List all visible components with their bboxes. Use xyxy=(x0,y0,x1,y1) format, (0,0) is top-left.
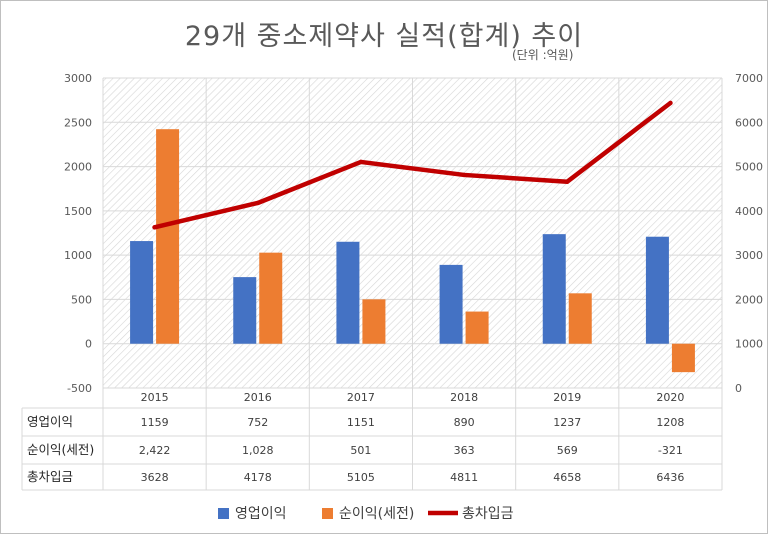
bar-net-income xyxy=(259,252,283,344)
y-right-tick: 5000 xyxy=(735,161,763,174)
x-tick-label: 2019 xyxy=(553,391,581,404)
bar-net-income xyxy=(156,129,180,344)
line-point xyxy=(668,100,673,106)
y-right-tick: 2000 xyxy=(735,293,763,306)
table-cell: 4658 xyxy=(553,471,581,484)
legend-label: 영업이익 xyxy=(235,506,287,522)
table-cell: 1151 xyxy=(347,416,375,429)
table-cell: -321 xyxy=(658,444,683,457)
table-cell: 2,422 xyxy=(139,444,171,457)
table-cell: 569 xyxy=(557,444,578,457)
bar-net-income xyxy=(568,293,592,344)
bar-operating-profit xyxy=(439,264,463,344)
bar-net-income xyxy=(362,299,386,344)
x-tick-label: 2015 xyxy=(141,391,169,404)
bar-operating-profit xyxy=(130,241,154,344)
y-left-tick: 2000 xyxy=(64,161,92,174)
table-row-label: 영업이익 xyxy=(27,414,73,429)
y-left-tick: -500 xyxy=(67,382,92,395)
table-cell: 5105 xyxy=(347,471,375,484)
x-tick-label: 2020 xyxy=(656,391,684,404)
y-right-tick: 0 xyxy=(735,382,742,395)
x-tick-label: 2017 xyxy=(347,391,375,404)
bar-net-income xyxy=(465,311,489,344)
chart-title: 29개 중소제약사 실적(합계) 추이 xyxy=(184,21,584,52)
table-row-label: 순이익(세전) xyxy=(27,442,94,457)
y-right-tick: 4000 xyxy=(735,205,763,218)
table-cell: 6436 xyxy=(656,471,684,484)
table-cell: 363 xyxy=(454,444,475,457)
table-cell: 1237 xyxy=(553,416,581,429)
bar-operating-profit xyxy=(336,241,360,344)
line-point xyxy=(358,159,364,165)
table-cell: 752 xyxy=(247,416,268,429)
table-cell: 1159 xyxy=(141,416,169,429)
table-cell: 1,028 xyxy=(242,444,274,457)
table-cell: 4178 xyxy=(244,471,272,484)
y-left-tick: 3000 xyxy=(64,72,92,85)
table-cell: 1208 xyxy=(656,416,684,429)
legend-label: 순이익(세전) xyxy=(339,506,414,522)
line-total-borrowings xyxy=(152,100,673,230)
table-cell: 3628 xyxy=(141,471,169,484)
table-cell: 890 xyxy=(454,416,475,429)
line-point xyxy=(152,225,157,230)
y-left-tick: 1500 xyxy=(64,205,92,218)
line-point xyxy=(461,172,467,178)
y-right-tick: 7000 xyxy=(735,72,763,85)
y-right-tick: 1000 xyxy=(735,338,763,351)
bar-operating-profit xyxy=(233,277,257,344)
line-point xyxy=(565,179,570,184)
legend-label: 총차입금 xyxy=(462,506,514,522)
y-left-tick: 1000 xyxy=(64,249,92,262)
x-tick-label: 2016 xyxy=(244,391,272,404)
bar-operating-profit xyxy=(645,236,669,344)
y-right-tick: 6000 xyxy=(735,116,763,129)
y-left-tick: 0 xyxy=(85,338,92,351)
unit-note: (단위 :억원) xyxy=(512,48,574,62)
line-point xyxy=(255,200,260,206)
y-left-tick: 2500 xyxy=(64,116,92,129)
y-right-tick: 3000 xyxy=(735,249,763,262)
legend-swatch xyxy=(218,508,229,519)
y-left-tick: 500 xyxy=(71,293,92,306)
table-row-label: 총차입금 xyxy=(27,469,73,484)
x-tick-label: 2018 xyxy=(450,391,478,404)
bar-operating-profit xyxy=(542,234,566,344)
table-cell: 501 xyxy=(350,444,371,457)
legend-swatch xyxy=(322,508,333,519)
bar-net-income xyxy=(671,343,695,373)
table-cell: 4811 xyxy=(450,471,478,484)
